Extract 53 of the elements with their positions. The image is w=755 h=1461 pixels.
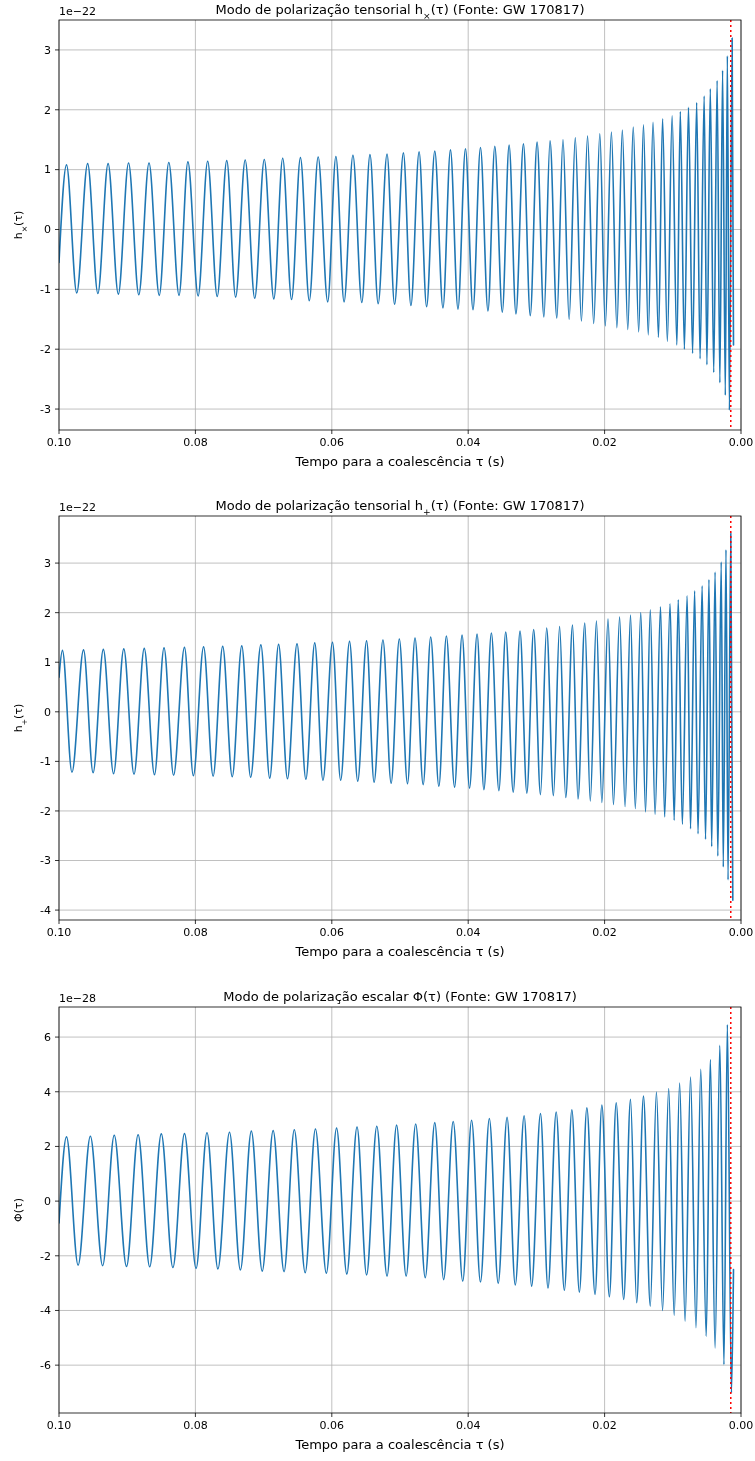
x-axis-title: Tempo para a coalescência τ (s)	[294, 944, 505, 959]
x-tick-label: 0.10	[46, 926, 72, 939]
y-tick-label: 1	[44, 656, 51, 670]
y-tick-label: 1	[44, 163, 51, 177]
x-tick-label: 0.06	[319, 926, 345, 939]
x-tick-label: 0.02	[592, 926, 617, 939]
x-tick-label: 0.04	[455, 1419, 481, 1432]
x-tick-label: 0.10	[46, 1419, 72, 1432]
y-tick-label: 2	[44, 103, 51, 117]
y-tick-label: 0	[44, 1194, 51, 1208]
y-tick-label: 4	[44, 1085, 51, 1099]
x-tick-label: 0.06	[319, 436, 345, 449]
y-tick-label: -1	[40, 755, 51, 769]
y-tick-label: -2	[40, 804, 51, 818]
chart-title: Modo de polarização tensorial h$_{+}$(τ) (Fonte: GW 170817)	[215, 498, 585, 517]
x-axis-title: Tempo para a coalescência τ (s)	[294, 1437, 505, 1452]
y-tick-label: 3	[44, 43, 51, 57]
x-tick-label: 0.08	[183, 926, 208, 939]
y-tick-label: -6	[40, 1359, 51, 1372]
line-series	[59, 37, 735, 412]
x-tick-label: 0.00	[728, 436, 754, 449]
y-tick-label: 3	[44, 556, 51, 570]
x-tick-label: 0.04	[455, 926, 481, 939]
text: 1e−22	[59, 501, 96, 514]
y-tick-label: -4	[40, 903, 51, 917]
x-tick-label: 0.10	[46, 436, 72, 449]
y-tick-label: -2	[40, 1249, 51, 1263]
text: 1e−22	[59, 5, 96, 18]
x-tick-label: 0.00	[728, 1419, 754, 1432]
line-series	[59, 1023, 735, 1394]
y-tick-label: 6	[44, 1030, 51, 1044]
x-axis-title: Tempo para a coalescência τ (s)	[294, 454, 505, 469]
x-tick-label: 0.02	[592, 1419, 617, 1432]
y-tick-label: -3	[40, 854, 51, 868]
x-tick-label: 0.08	[183, 436, 208, 449]
chart-title: Modo de polarização escalar Φ(τ) (Fonte: GW 170817)	[223, 989, 577, 1004]
chart-title: Modo de polarização tensorial h$_{×}$(τ) (Fonte: GW 170817)	[215, 2, 585, 21]
x-tick-label: 0.04	[455, 436, 481, 449]
y-tick-label: -3	[40, 402, 51, 416]
x-tick-label: 0.08	[183, 1419, 208, 1432]
line-series	[59, 532, 734, 901]
x-tick-label: 0.00	[728, 926, 754, 939]
y-tick-label: -1	[40, 283, 51, 297]
y-tick-label: 0	[44, 223, 51, 237]
y-tick-label: 2	[44, 1140, 51, 1154]
y-tick-label: 2	[44, 606, 51, 620]
x-tick-label: 0.02	[592, 436, 617, 449]
y-tick-label: -4	[40, 1304, 51, 1318]
y-axis-title: Φ(τ)	[12, 1198, 25, 1222]
y-tick-label: 0	[44, 705, 51, 719]
y-tick-label: -2	[40, 343, 51, 357]
x-tick-label: 0.06	[319, 1419, 345, 1432]
text: 1e−28	[59, 992, 96, 1005]
